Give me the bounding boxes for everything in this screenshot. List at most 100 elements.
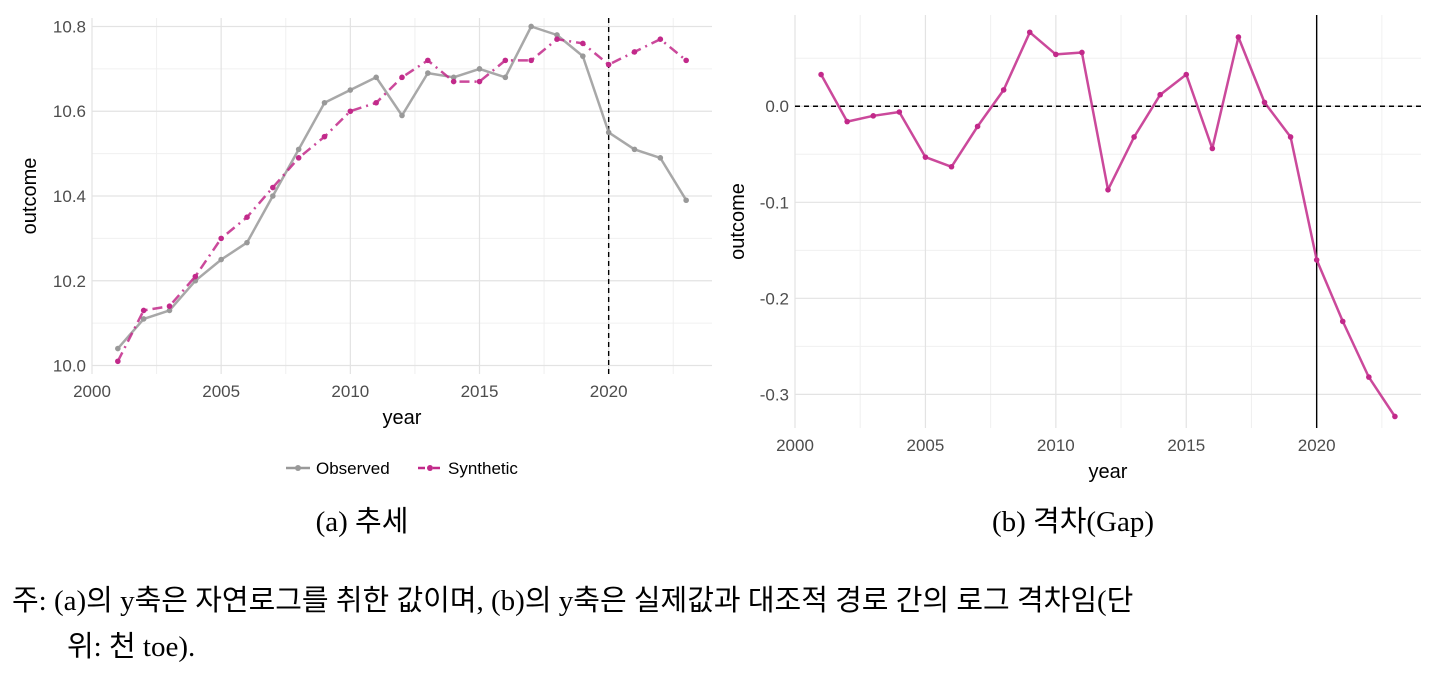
data-point	[1026, 29, 1033, 36]
data-point	[115, 345, 121, 352]
data-point	[399, 112, 405, 119]
x-tick-label: 2015	[461, 382, 499, 401]
data-point	[818, 71, 824, 78]
x-tick-label: 2015	[1167, 436, 1205, 455]
data-point	[896, 109, 903, 115]
y-tick-label: 10.4	[53, 187, 86, 206]
data-point	[321, 133, 328, 140]
data-point	[115, 358, 121, 365]
legend-key-point	[427, 465, 433, 471]
y-tick-label: 10.0	[53, 357, 86, 376]
data-point	[502, 57, 509, 64]
legend-key-point	[295, 465, 301, 471]
data-point	[605, 129, 612, 136]
data-point	[1183, 71, 1190, 78]
y-axis-title: outcome	[727, 183, 749, 260]
data-point	[631, 49, 638, 55]
data-point	[974, 123, 981, 130]
data-point	[244, 214, 250, 220]
panel-b-gap-chart: 2000 2005 2010 2015 2020 0.0 -0.1 -0.2 -0.3 year o…	[727, 15, 1421, 483]
data-point	[476, 78, 483, 85]
data-point	[450, 78, 457, 85]
data-point	[683, 57, 689, 64]
data-point	[580, 40, 586, 47]
data-point	[140, 307, 147, 314]
data-point	[295, 146, 302, 153]
footnote: 주: (a)의 y축은 자연로그를 취한 값이며, (b)의 y축은 실제값과 …	[12, 578, 1432, 670]
data-point	[1105, 187, 1111, 193]
panel-b-caption: (b) 격차(Gap)	[992, 506, 1154, 538]
data-point	[1235, 34, 1242, 40]
y-tick-label: -0.1	[760, 193, 789, 212]
legend-label: Synthetic	[448, 459, 518, 478]
x-tick-label: 2000	[776, 436, 814, 455]
data-point	[347, 87, 354, 93]
data-point	[1339, 318, 1346, 325]
data-point	[1209, 145, 1216, 152]
data-point	[1053, 51, 1059, 58]
data-point	[1261, 99, 1268, 106]
data-point	[166, 303, 173, 309]
data-point	[399, 74, 405, 81]
data-point	[166, 307, 173, 314]
x-axis-title: year	[1089, 461, 1128, 483]
data-point	[373, 99, 379, 106]
legend-label: Observed	[316, 459, 390, 478]
data-point	[605, 61, 612, 68]
x-tick-label: 2020	[1298, 436, 1336, 455]
data-point	[870, 113, 877, 119]
x-axis-title: year	[383, 407, 422, 429]
y-tick-label: 10.8	[53, 17, 86, 36]
y-tick-label: -0.2	[760, 289, 789, 308]
data-point	[321, 99, 328, 106]
data-point	[373, 74, 379, 81]
data-point	[657, 36, 664, 42]
y-tick-label: -0.3	[760, 385, 789, 404]
legend: Observed Synthetic	[286, 459, 518, 478]
data-point	[347, 108, 354, 115]
x-tick-label: 2000	[73, 382, 111, 401]
data-point	[244, 239, 250, 246]
data-point	[528, 23, 534, 30]
data-point	[295, 155, 302, 161]
x-tick-label: 2005	[202, 382, 240, 401]
data-point	[528, 57, 534, 64]
y-tick-label: 10.2	[53, 272, 86, 291]
data-point	[1313, 257, 1320, 263]
data-point	[844, 118, 850, 125]
footnote-line-2: 위: 천 toe).	[67, 631, 196, 663]
data-point	[631, 146, 638, 153]
data-point	[683, 197, 689, 204]
data-point	[425, 57, 431, 64]
data-point	[1366, 374, 1372, 380]
data-point	[425, 70, 431, 76]
data-point	[502, 74, 509, 81]
data-point	[270, 193, 276, 199]
data-point	[218, 235, 224, 242]
data-point	[948, 163, 955, 170]
x-tick-label: 2020	[590, 382, 628, 401]
data-point	[1287, 134, 1294, 140]
data-point	[554, 32, 560, 38]
data-point	[1157, 91, 1163, 98]
panel-a-trend-chart: 2000 2005 2010 2015 2020 10.0 10.2 10.4 10.6 10.8…	[19, 17, 712, 478]
y-tick-label: 0.0	[765, 97, 789, 116]
y-tick-label: 10.6	[53, 102, 86, 121]
x-tick-label: 2010	[331, 382, 369, 401]
data-point	[1131, 134, 1137, 140]
data-point	[1079, 49, 1085, 56]
y-axis-title: outcome	[19, 158, 41, 235]
data-point	[450, 74, 457, 81]
data-point	[476, 66, 483, 72]
data-point	[554, 36, 560, 42]
data-point	[580, 53, 586, 59]
data-point	[657, 155, 664, 161]
data-point	[1000, 87, 1007, 93]
data-point	[140, 316, 147, 322]
series-line-0	[820, 31, 1396, 418]
data-point	[192, 273, 199, 280]
series-line-1	[116, 37, 687, 362]
footnote-line-1: 주: (a)의 y축은 자연로그를 취한 값이며, (b)의 y축은 실제값과 …	[12, 585, 1134, 617]
data-point	[218, 256, 224, 263]
